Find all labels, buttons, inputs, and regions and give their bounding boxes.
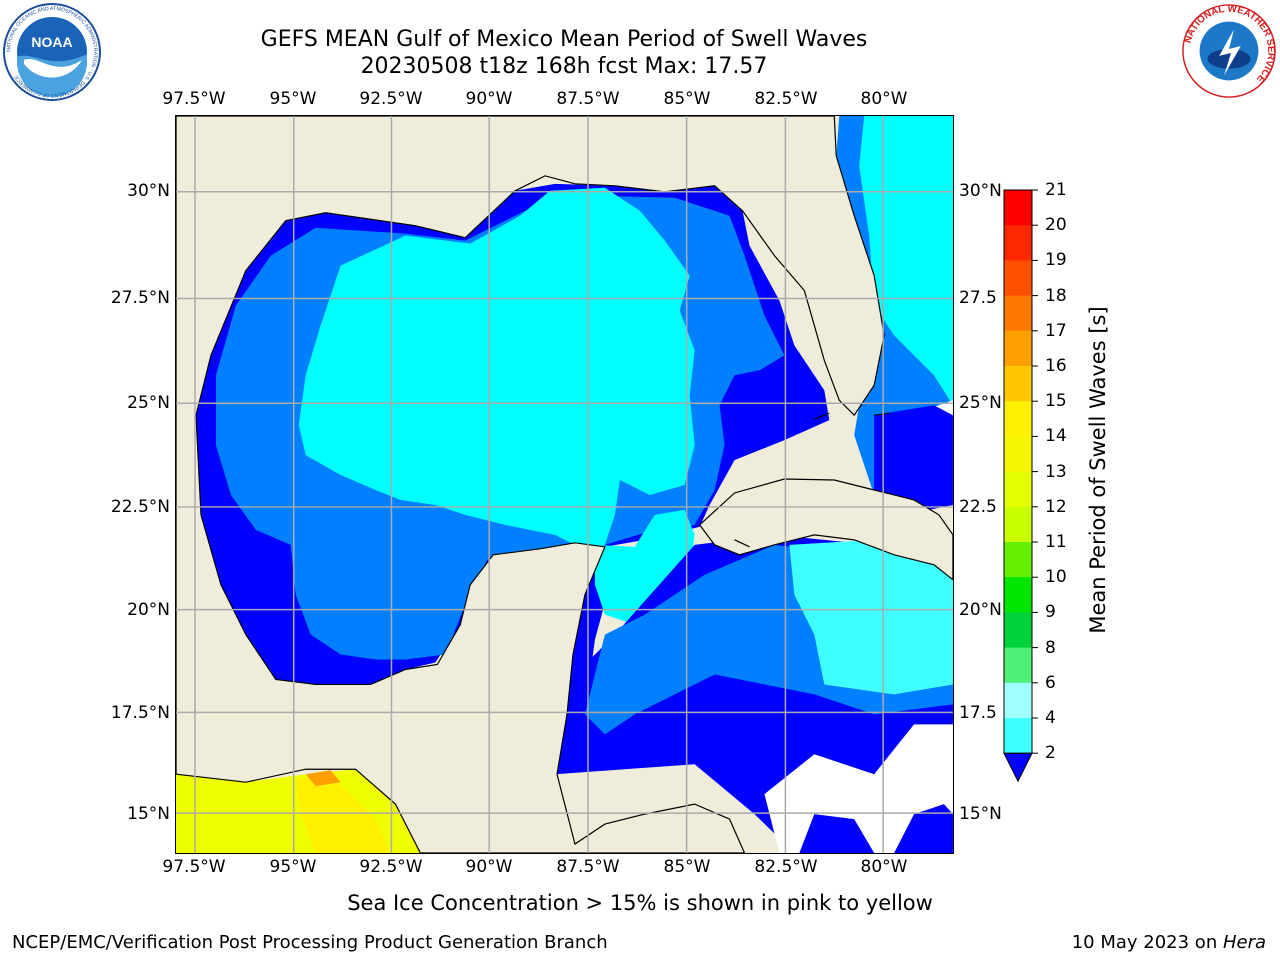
map-title: GEFS MEAN Gulf of Mexico Mean Period of … [260, 27, 868, 52]
colorbar-segment [1004, 295, 1032, 332]
map-panel [175, 115, 954, 854]
colorbar-label: 16 [1045, 356, 1067, 376]
colorbar-segment [1004, 330, 1032, 367]
lon-tick-label: 92.5°W [359, 857, 423, 877]
lon-tick-label: 87.5°W [556, 89, 620, 109]
colorbar-label: 4 [1045, 708, 1056, 728]
lon-tick-label: 97.5°W [162, 857, 226, 877]
bahamas-band [874, 405, 953, 515]
footer-date: 10 May 2023 on Hera [1072, 932, 1266, 953]
colorbar-label: 19 [1045, 250, 1067, 271]
colorbar-label: 8 [1045, 637, 1056, 658]
lat-tick-label: 17.5 [959, 703, 997, 723]
colorbar-label: 12 [1045, 496, 1067, 517]
sea-ice-note: Sea Ice Concentration > 15% is shown in … [347, 891, 933, 915]
lat-tick-label: 25°N [127, 393, 170, 413]
lon-tick-label: 95°W [269, 857, 317, 877]
lat-tick-label: 25°N [959, 393, 1002, 413]
colorbar-title: Mean Period of Swell Waves [s] [1086, 306, 1110, 634]
colorbar-label: 13 [1045, 461, 1067, 482]
lat-tick-label: 22.5 [959, 497, 997, 517]
colorbar-segment [1004, 542, 1032, 578]
noaa-logo-text: NOAA [31, 34, 72, 50]
lon-tick-label: 85°W [663, 857, 711, 877]
lon-tick-label: 95°W [269, 89, 317, 109]
colorbar-label: 2 [1045, 743, 1056, 764]
lon-tick-label: 97.5°W [162, 89, 226, 109]
caribbean-missing-area [764, 724, 953, 853]
footer-machine: Hera [1222, 932, 1266, 953]
colorbar-segment [1004, 260, 1032, 297]
mexico-coastline [176, 116, 885, 853]
colorbar-label: 20 [1045, 215, 1067, 236]
caribbean-missing-inner [799, 804, 953, 853]
footer-credit: NCEP/EMC/Verification Post Processing Pr… [12, 932, 608, 953]
cuba-coastline [698, 478, 953, 581]
colorbar-label: 21 [1045, 180, 1067, 200]
lat-tick-label: 15°N [127, 804, 170, 824]
lat-tick-label: 27.5 [959, 288, 997, 308]
lat-tick-label: 30°N [959, 181, 1002, 201]
lat-tick-label: 15°N [959, 804, 1002, 824]
colorbar-label: 10 [1045, 567, 1067, 588]
colorbar-segment [1004, 682, 1032, 719]
colorbar-label: 15 [1045, 391, 1067, 412]
lat-tick-label: 20°N [127, 600, 170, 620]
colorbar-segment [1004, 401, 1032, 437]
colorbar-label: 17 [1045, 320, 1067, 341]
colorbar-label: 6 [1045, 672, 1056, 693]
colorbar-segment [1004, 366, 1032, 402]
colorbar-extend-arrow [1003, 752, 1033, 783]
caribbean-light-band [789, 539, 953, 695]
nws-logo: NATIONAL WEATHER SERVICE [1182, 4, 1276, 98]
colorbar-segment [1004, 436, 1032, 473]
colorbar-label: 18 [1045, 285, 1067, 306]
colorbar [1003, 189, 1038, 783]
map-subtitle: 20230508 t18z 168h fcst Max: 17.57 [360, 54, 768, 79]
colorbar-segment [1004, 612, 1032, 649]
colorbar-segment [1004, 577, 1032, 613]
colorbar-label: 11 [1045, 532, 1067, 552]
islands-coastline [734, 412, 890, 548]
lon-tick-label: 87.5°W [556, 857, 620, 877]
lat-tick-label: 22.5°N [110, 497, 170, 517]
lat-tick-label: 17.5°N [110, 703, 170, 723]
lon-tick-label: 82.5°W [754, 89, 818, 109]
noaa-logo: NOAA NATIONAL OCEANIC AND ATMOSPHERIC AD… [3, 3, 101, 101]
lon-tick-label: 82.5°W [754, 857, 818, 877]
colorbar-segment [1004, 225, 1032, 261]
lon-tick-label: 80°W [860, 89, 908, 109]
lon-tick-label: 80°W [860, 857, 908, 877]
lat-tick-label: 27.5°N [110, 288, 170, 308]
pacific-orange-patch [305, 770, 341, 787]
map-grid [176, 116, 953, 853]
lat-tick-label: 30°N [127, 181, 170, 201]
lon-tick-label: 90°W [465, 89, 513, 109]
footer-date-text: 10 May 2023 on [1071, 932, 1223, 953]
colorbar-segment [1004, 190, 1032, 226]
colorbar-segment [1004, 506, 1032, 543]
colorbar-segment [1004, 647, 1032, 684]
lon-tick-label: 92.5°W [359, 89, 423, 109]
colorbar-segment [1004, 471, 1032, 508]
colorbar-segment [1004, 718, 1032, 754]
lon-tick-label: 85°W [663, 89, 711, 109]
gulf-center-band [298, 187, 695, 550]
lon-tick-label: 90°W [465, 857, 513, 877]
colorbar-label: 9 [1045, 602, 1056, 623]
colorbar-label: 14 [1045, 426, 1067, 447]
lat-tick-label: 20°N [959, 600, 1002, 620]
